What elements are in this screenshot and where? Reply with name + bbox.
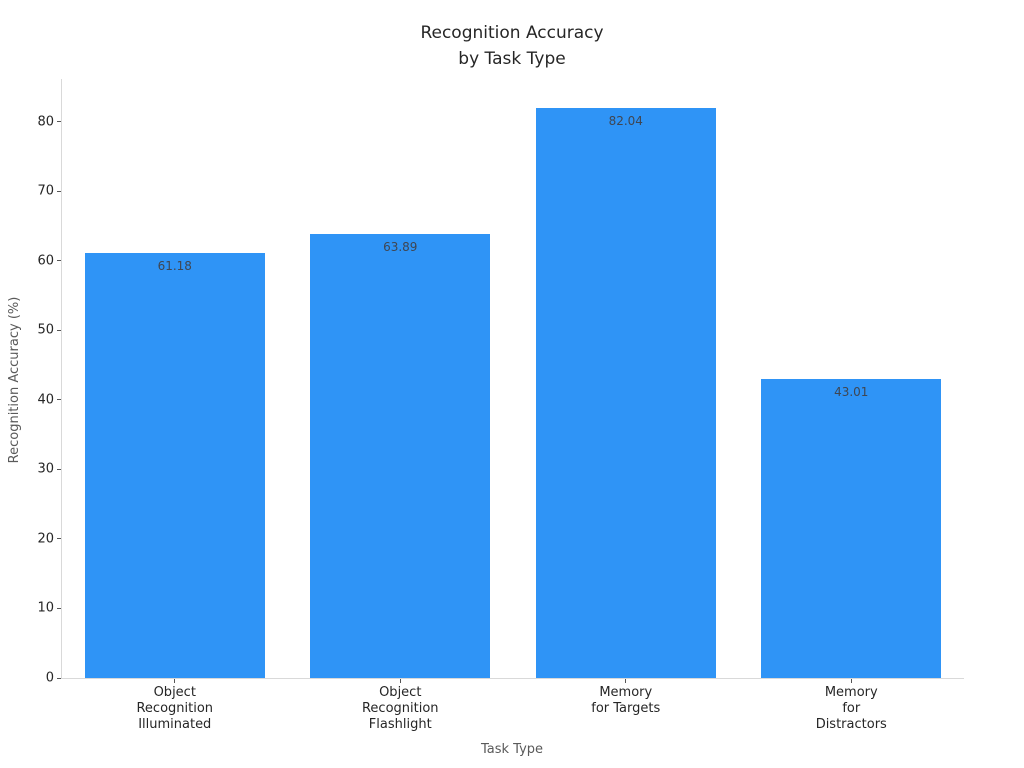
y-tick-mark: [57, 329, 61, 331]
x-tick-label-line: Recognition: [361, 701, 439, 716]
bar-value-label: 63.89: [383, 239, 418, 254]
bar-3: 82.04: [535, 107, 716, 678]
x-tick-label-line: Memory: [599, 685, 653, 700]
x-tick-mark: [174, 679, 176, 683]
y-tick-label: 0: [45, 670, 54, 686]
x-tick-label: Object Recognition Illuminated: [95, 685, 255, 733]
y-tick-label: 70: [37, 183, 54, 199]
x-tick-label-line: Illuminated: [138, 717, 212, 732]
x-tick-label-line: for Targets: [591, 701, 661, 716]
x-tick-mark: [850, 679, 852, 683]
x-tick-label-line: Object: [153, 685, 196, 700]
x-tick-mark: [399, 679, 401, 683]
y-tick-mark: [57, 468, 61, 470]
plot-area: 0 10 20 30 40 50 60 70 80 61.18 Object Recognition I…: [37, 79, 964, 732]
x-tick-label-line: Object: [379, 685, 422, 700]
x-tick-label-line: Memory: [824, 685, 878, 700]
bar-value-label: 43.01: [834, 384, 869, 399]
y-tick-label: 40: [37, 392, 54, 408]
bar-value-label: 61.18: [157, 258, 192, 273]
x-tick-label: Memory for Targets: [546, 685, 706, 717]
x-tick-label: Memory for Distractors: [771, 685, 931, 733]
x-tick-label-line: for: [842, 701, 861, 716]
x-tick-label-line: Distractors: [815, 717, 887, 732]
y-tick-label: 60: [37, 253, 54, 269]
bar-4: 43.01: [761, 378, 942, 678]
y-tick-mark: [57, 677, 61, 679]
y-tick-mark: [57, 190, 61, 192]
x-axis-label: Task Type: [480, 742, 544, 757]
y-tick-label: 20: [37, 531, 54, 547]
x-tick-mark: [625, 679, 627, 683]
y-tick-label: 30: [37, 461, 54, 477]
bar-2: 63.89: [310, 233, 491, 678]
x-tick-label-line: Recognition: [136, 701, 214, 716]
y-tick-label: 80: [37, 114, 54, 130]
chart-title: Recognition Accuracy by Task Type: [61, 20, 963, 72]
y-axis-label: Recognition Accuracy (%): [7, 296, 22, 464]
chart-title-line-1: Recognition Accuracy: [420, 23, 604, 43]
y-tick-mark: [57, 260, 61, 262]
y-tick-mark: [57, 538, 61, 540]
y-tick-mark: [57, 607, 61, 609]
x-tick-label: Object Recognition Flashlight: [320, 685, 480, 733]
y-tick-mark: [57, 399, 61, 401]
bar-value-label: 82.04: [608, 113, 643, 128]
y-tick-label: 10: [37, 600, 54, 616]
bar-1: 61.18: [84, 252, 265, 678]
y-tick-mark: [57, 121, 61, 123]
y-tick-label: 50: [37, 322, 54, 338]
chart-title-line-2: by Task Type: [458, 49, 566, 69]
x-tick-label-line: Flashlight: [368, 717, 432, 732]
